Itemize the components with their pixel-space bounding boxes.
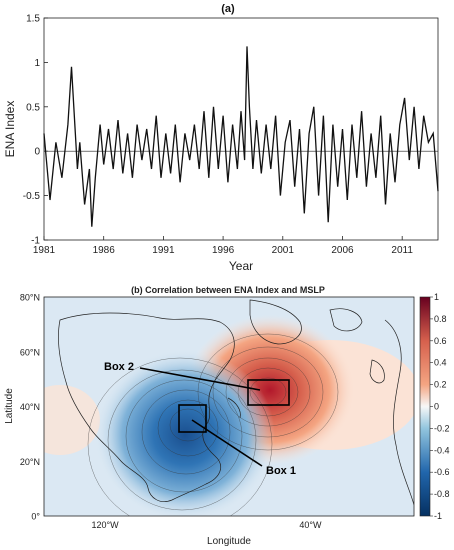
colorbar-tick-label: 1 — [434, 292, 439, 302]
latitude-axis-label: Latitude — [4, 388, 15, 424]
latitude-tick-label: 60°N — [20, 347, 40, 357]
latitude-tick-label: 80°N — [20, 293, 40, 303]
longitude-axis-label: Longitude — [207, 536, 251, 547]
x-tick-label: 1986 — [93, 245, 116, 256]
box-1-region — [178, 404, 207, 433]
negative-correlation-center — [95, 350, 275, 516]
contour-lines — [87, 333, 339, 516]
latitude-tick-label: 0° — [31, 512, 40, 522]
y-tick-label: 1.5 — [26, 14, 40, 25]
x-tick-label: 2011 — [391, 245, 413, 256]
latitude-tick-label: 20°N — [20, 457, 40, 467]
colorbar-ticks: -1 -0.8 -0.6 -0.4 -0.2 0 0.2 0.4 0.6 0.8 1 — [430, 292, 450, 521]
box-2-label: Box 2 — [104, 361, 134, 373]
coastlines — [58, 299, 414, 506]
colorbar-tick-label: 0.6 — [434, 336, 447, 346]
y-axis-label: ENA Index — [3, 101, 17, 158]
box-2-pointer — [139, 367, 261, 391]
y-axis-ticks: -1 -0.5 0 0.5 1 1.5 — [23, 14, 48, 247]
longitude-tick-label: 40°W — [299, 520, 322, 530]
x-tick-label: 2001 — [272, 245, 295, 256]
y-tick-label: 1 — [34, 58, 40, 69]
colorbar-tick-label: -0.2 — [434, 423, 450, 433]
longitude-tick-labels: 120°W 40°W — [91, 520, 321, 530]
colorbar-tick-label: 0 — [434, 402, 439, 412]
colorbar-tick-label: 0.8 — [434, 314, 447, 324]
correlation-map-panel: (b) Correlation between ENA Index and MS… — [4, 285, 450, 547]
x-axis-ticks: 1981 1986 1991 1996 2001 2006 2011 — [33, 236, 413, 256]
longitude-tick-label: 120°W — [91, 520, 119, 530]
y-tick-label: 0.5 — [26, 102, 40, 113]
y-tick-label: -1 — [31, 236, 40, 247]
y-tick-label: 0 — [34, 147, 40, 158]
colorbar-tick-label: 0.2 — [434, 380, 447, 390]
chart-a-title: (a) — [221, 3, 235, 15]
y-tick-label: -0.5 — [23, 191, 41, 202]
colorbar-tick-label: -0.6 — [434, 467, 450, 477]
colorbar-tick-label: 0.4 — [434, 358, 447, 368]
x-tick-label: 2006 — [331, 245, 354, 256]
box-2-region — [247, 379, 290, 406]
x-tick-label: 1996 — [212, 245, 235, 256]
chart-a-frame — [43, 17, 439, 241]
ena-index-line — [43, 46, 439, 227]
latitude-tick-labels: 0° 20°N 40°N 60°N 80°N — [20, 293, 41, 522]
colorbar-tick-label: -1 — [434, 511, 442, 521]
box-1-label: Box 1 — [266, 465, 296, 477]
map-frame — [43, 296, 415, 517]
colorbar-tick-label: -0.8 — [434, 489, 450, 499]
x-axis-label: Year — [229, 259, 253, 273]
map-field — [44, 297, 414, 516]
time-series-panel: (a) -1 -0.5 0 0.5 1 1.5 1981 1986 1991 1996 2001 2… — [3, 3, 439, 273]
latitude-tick-label: 40°N — [20, 402, 40, 412]
colorbar-tick-label: -0.4 — [434, 445, 450, 455]
chart-b-title: (b) Correlation between ENA Index and MS… — [131, 285, 325, 295]
x-tick-label: 1991 — [152, 245, 175, 256]
x-tick-label: 1981 — [33, 245, 56, 256]
box-1-pointer — [191, 419, 263, 467]
colorbar — [419, 296, 431, 517]
